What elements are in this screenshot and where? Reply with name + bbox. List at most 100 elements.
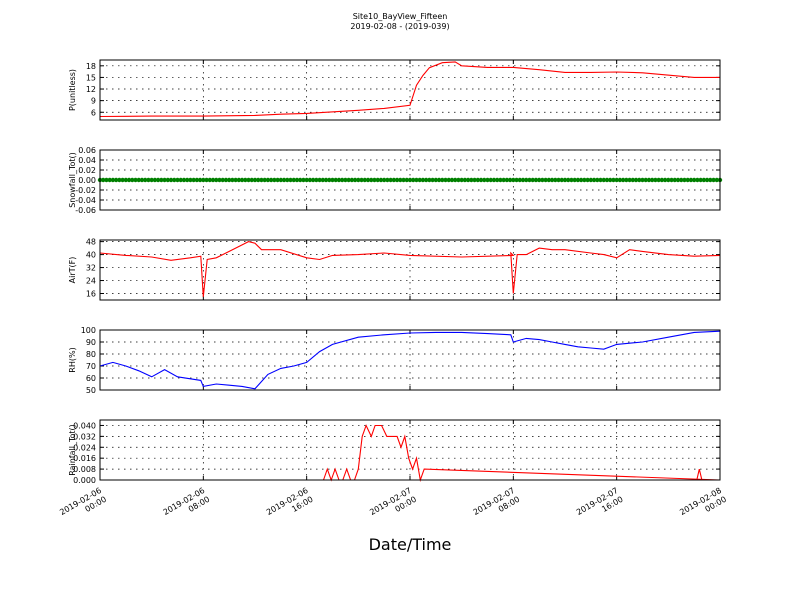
snowfall-point xyxy=(285,177,290,183)
snowfall-point xyxy=(281,177,287,183)
snowfall-point xyxy=(268,177,274,183)
y-tick-label: 0.04 xyxy=(78,156,96,165)
snowfall-point xyxy=(688,177,694,183)
y-tick-label: 0.024 xyxy=(73,443,96,452)
snowfall-point xyxy=(239,177,245,183)
snowfall-point xyxy=(553,177,558,183)
snowfall-point xyxy=(178,177,183,183)
snowfall-point xyxy=(533,177,539,183)
snowfall-point xyxy=(701,177,707,183)
snowfall-point xyxy=(378,177,384,183)
snowfall-point xyxy=(591,177,597,183)
snowfall-point xyxy=(104,177,109,183)
snowfall-point xyxy=(608,177,613,183)
snowfall-point xyxy=(359,177,364,183)
snowfall-point xyxy=(420,177,426,183)
snowfall-point xyxy=(585,177,590,183)
snowfall-point xyxy=(669,177,674,183)
snowfall-point xyxy=(155,177,161,183)
snowfall-point xyxy=(527,177,532,183)
snowfall-point xyxy=(275,177,280,183)
snowfall-point xyxy=(682,177,687,183)
snowfall-point xyxy=(507,177,513,183)
snowfall-point xyxy=(617,177,623,183)
y-tick-label: -0.02 xyxy=(75,186,96,195)
y-tick-label: 90 xyxy=(86,338,96,347)
snowfall-point xyxy=(362,177,367,183)
snowfall-point xyxy=(614,177,619,183)
snowfall-point xyxy=(411,177,416,183)
y-tick-label: 50 xyxy=(86,386,96,395)
snowfall-point xyxy=(136,177,141,183)
snowfall-point xyxy=(659,177,665,183)
snowfall-point xyxy=(569,177,574,183)
snowfall-point xyxy=(110,177,116,183)
snowfall-point xyxy=(436,177,442,183)
snowfall-point xyxy=(704,177,710,183)
snowfall-point xyxy=(417,177,422,183)
snowfall-point xyxy=(572,177,577,183)
snowfall-point xyxy=(653,177,658,183)
series-line-4 xyxy=(99,330,721,390)
snowfall-point xyxy=(643,177,648,183)
snowfall-point xyxy=(630,177,636,183)
snowfall-point xyxy=(491,177,497,183)
snowfall-point xyxy=(620,177,626,183)
snowfall-point xyxy=(498,177,503,183)
y-axis-label: Rainfall_Tot() xyxy=(68,424,77,476)
x-tick-label: 2019-02-0800:00 xyxy=(678,486,728,526)
y-tick-label: 0.00 xyxy=(78,176,96,185)
snowfall-point xyxy=(149,177,154,183)
snowfall-point xyxy=(679,177,684,183)
snowfall-point xyxy=(475,177,481,183)
snowfall-point xyxy=(559,177,564,183)
snowfall-point xyxy=(294,177,300,183)
snowfall-point xyxy=(262,177,267,183)
snowfall-point xyxy=(582,177,587,183)
snowfall-point xyxy=(113,177,119,183)
snowfall-point xyxy=(197,177,203,183)
snowfall-point xyxy=(633,177,639,183)
snowfall-point xyxy=(637,177,642,183)
snowfall-point xyxy=(272,177,277,183)
snowfall-point xyxy=(356,177,361,183)
panels: 69121518P(unitless)-0.06-0.04-0.020.000.… xyxy=(68,59,723,485)
snowfall-point xyxy=(259,177,264,183)
snowfall-point xyxy=(346,177,351,183)
y-axis-label: P(unitless) xyxy=(68,69,77,111)
snowfall-point xyxy=(372,177,377,183)
panel-4: 50 60 70 80 90 100 RH(%) xyxy=(68,326,721,395)
plot-frame xyxy=(99,239,721,301)
snowfall-point xyxy=(646,177,652,183)
snowfall-point xyxy=(123,177,129,183)
snowfall-point xyxy=(120,177,125,183)
snowfall-point xyxy=(210,177,216,183)
snowfall-point xyxy=(578,177,584,183)
panel-1: 6 9 12 15 18 P(unitless) xyxy=(68,59,721,121)
snowfall-point xyxy=(404,177,409,183)
snowfall-point xyxy=(698,177,703,183)
snowfall-point xyxy=(459,177,464,183)
snowfall-point xyxy=(246,177,251,183)
snowfall-point xyxy=(540,177,545,183)
snowfall-point xyxy=(194,177,200,183)
snowfall-point xyxy=(530,177,535,183)
snowfall-point xyxy=(407,177,413,183)
snowfall-point xyxy=(278,177,284,183)
snowfall-point xyxy=(423,177,429,183)
snowfall-point xyxy=(256,177,261,183)
snowfall-point xyxy=(433,177,439,183)
y-tick-label: 18 xyxy=(86,62,96,71)
snowfall-point xyxy=(401,177,406,183)
panel-2: -0.06-0.04-0.020.000.020.040.06Snowfall_… xyxy=(68,146,723,215)
series-line-3 xyxy=(99,241,721,297)
snowfall-point xyxy=(168,177,174,183)
y-tick-label: 24 xyxy=(86,277,96,286)
snowfall-point xyxy=(430,177,435,183)
snowfall-point xyxy=(588,177,594,183)
x-tick-label: 2019-02-0608:00 xyxy=(162,486,212,526)
y-tick-label: 80 xyxy=(86,350,96,359)
snowfall-point xyxy=(307,177,313,183)
y-tick-label: 48 xyxy=(86,238,96,247)
